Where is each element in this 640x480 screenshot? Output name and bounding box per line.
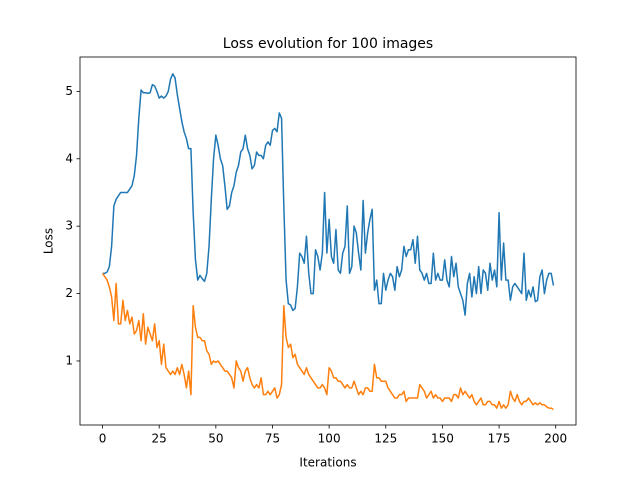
- x-tick-label: 75: [265, 432, 280, 446]
- x-tick-label: 100: [318, 432, 341, 446]
- y-tick-label: 4: [65, 151, 73, 165]
- y-tick-label: 2: [65, 286, 73, 300]
- x-tick-label: 150: [431, 432, 454, 446]
- x-tick-label: 125: [374, 432, 397, 446]
- y-tick-label: 1: [65, 353, 73, 367]
- x-tick-label: 50: [208, 432, 223, 446]
- chart-title: Loss evolution for 100 images: [223, 36, 433, 52]
- x-tick-label: 175: [488, 432, 511, 446]
- x-tick-label: 25: [152, 432, 167, 446]
- series-line: [102, 73, 555, 316]
- series-line: [101, 272, 554, 411]
- x-tick-label: 200: [544, 432, 567, 446]
- y-tick-label: 5: [65, 84, 73, 98]
- plot-frame: [79, 56, 577, 426]
- y-tick-label: 3: [65, 219, 73, 233]
- y-axis-label: Loss: [42, 228, 56, 254]
- x-tick-label: 0: [99, 432, 107, 446]
- x-axis-label: Iterations: [299, 456, 356, 470]
